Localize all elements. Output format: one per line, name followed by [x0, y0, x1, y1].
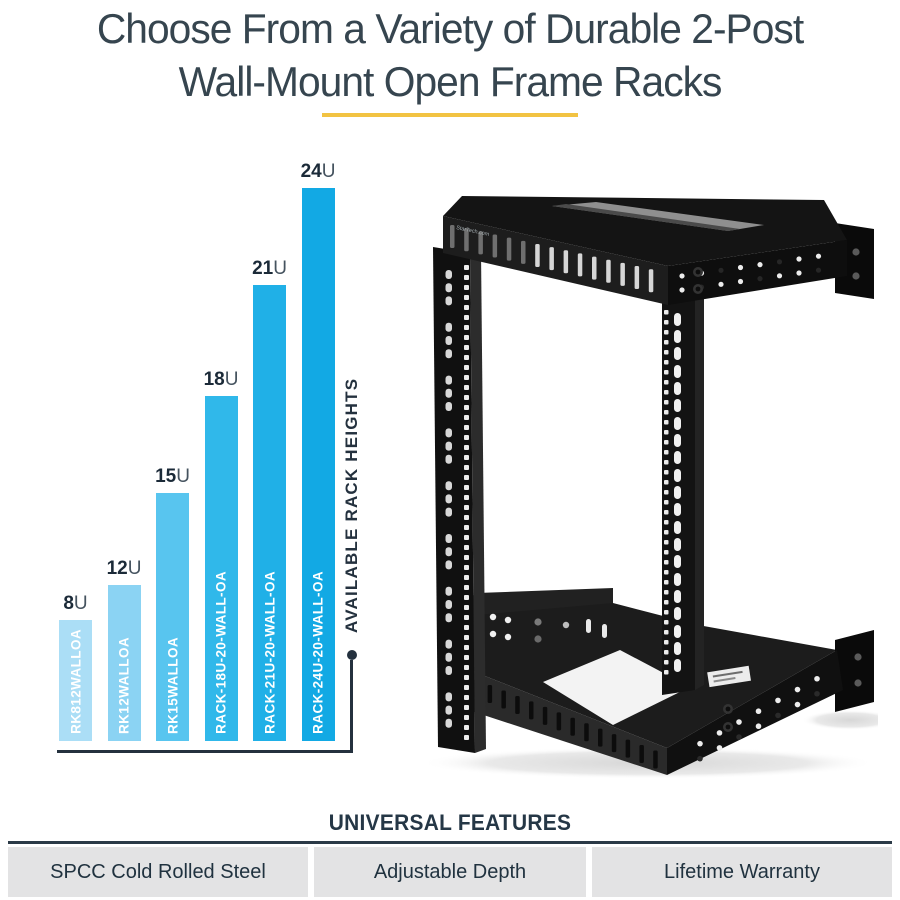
title-underline-accent — [322, 113, 578, 117]
bar-12u: 12U RK12WALLOA — [107, 558, 141, 741]
bar-model-label: RK15WALLOA — [165, 636, 180, 734]
bar-model-label: RK812WALLOA — [68, 629, 83, 734]
bar-21u: 21U RACK-21U-20-WALL-OA — [252, 258, 287, 741]
feature-cell-depth: Adjustable Depth — [314, 847, 586, 897]
page-title-line2: Wall-Mount Open Frame Racks — [178, 58, 723, 105]
bar-model-label: RACK-21U-20-WALL-OA — [262, 571, 277, 734]
left-post — [433, 247, 486, 753]
floor-shadow-right — [802, 710, 878, 730]
product-photo-rack: StarTech.com — [420, 196, 878, 779]
top-knobs — [693, 267, 703, 294]
tray-ext-plate — [835, 630, 874, 712]
top-opening-shade — [552, 204, 740, 231]
feature-cell-material: SPCC Cold Rolled Steel — [8, 847, 308, 897]
bottom-knobs — [723, 704, 733, 732]
bar-model-label: RACK-24U-20-WALL-OA — [310, 571, 326, 734]
bar-value-label: 15U — [155, 466, 190, 487]
bar-value-label: 18U — [203, 369, 239, 390]
bar-value-label: 12U — [106, 558, 142, 579]
chart-bracket-line — [350, 660, 353, 753]
feature-cell-warranty: Lifetime Warranty — [592, 847, 892, 897]
page-title: Choose From a Variety of Durable 2-Post … — [0, 2, 900, 108]
top-right-plate — [668, 240, 847, 305]
features-heading: UNIVERSAL FEATURES — [328, 810, 572, 835]
ext-screw — [854, 653, 862, 661]
ext-screw — [854, 679, 862, 687]
bar-value-label: 8U — [63, 593, 88, 614]
ext-screw — [852, 248, 860, 256]
barcode-sticker — [707, 665, 751, 688]
top-frame: StarTech.com — [443, 196, 874, 305]
bar-15u: 15U RK15WALLOA — [155, 466, 190, 741]
bar-value-label: 21U — [252, 258, 287, 279]
bar-24u: 24U RACK-24U-20-WALL-OA — [301, 161, 335, 741]
features-divider — [8, 841, 892, 844]
tray-right-face — [667, 650, 843, 775]
tray-floor-opening — [543, 650, 690, 725]
top-opening — [552, 202, 764, 231]
chart-bracket-dot — [347, 650, 357, 660]
top-rail-louvers — [450, 225, 654, 293]
bar-model-label: RACK-18U-20-WALL-OA — [213, 571, 229, 734]
bottom-plate-holes — [697, 675, 820, 762]
bar-18u: 18U RACK-18U-20-WALL-OA — [204, 369, 238, 741]
bar-model-label: RK12WALLOA — [116, 636, 132, 734]
page-title-line1: Choose From a Variety of Durable 2-Post — [96, 5, 804, 52]
tray-wall-holes — [489, 613, 607, 643]
bar-8u: 8U RK812WALLOA — [59, 593, 92, 741]
bar-value-label: 24U — [300, 161, 336, 182]
top-face — [443, 196, 847, 266]
chart-axis-label: AVAILABLE RACK HEIGHTS — [342, 377, 361, 633]
top-front-rail — [443, 216, 668, 305]
chart-baseline — [57, 750, 353, 753]
ext-screw — [852, 272, 860, 280]
right-post — [662, 295, 704, 695]
